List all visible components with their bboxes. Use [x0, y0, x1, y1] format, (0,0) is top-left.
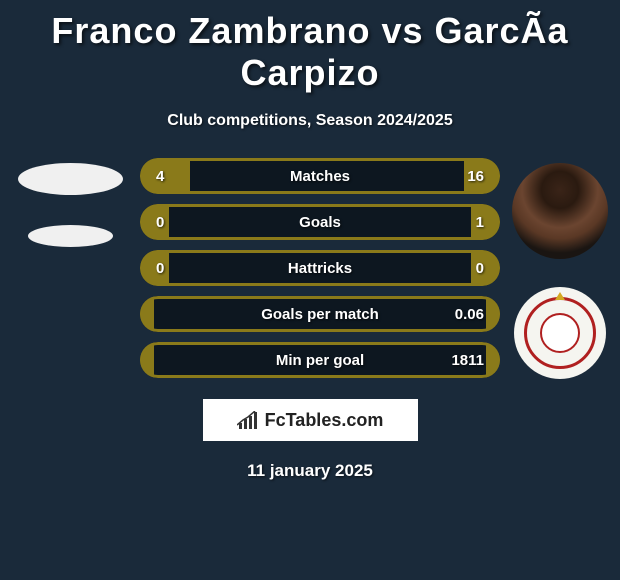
page-title: Franco Zambrano vs GarcÃ­a Carpizo: [10, 10, 610, 94]
brand-chart-icon: [237, 411, 259, 429]
team-badge-2: [514, 287, 606, 379]
comparison-card: Franco Zambrano vs GarcÃ­a Carpizo Club …: [0, 0, 620, 486]
stat-value-right: 16: [467, 168, 484, 185]
stats-list: 4 Matches 16 0 Goals 1 0 Hattricks 0 Goals per ma…: [140, 158, 500, 378]
stat-value-left: 0: [156, 260, 164, 277]
left-column: [10, 158, 130, 247]
date-text: 11 january 2025: [10, 461, 610, 481]
stat-fill-left: [140, 158, 190, 194]
stat-value-right: 1811: [451, 352, 484, 369]
badge-center-icon: [540, 313, 580, 353]
stat-value-right: 0.06: [455, 306, 484, 323]
stat-label: Min per goal: [276, 352, 364, 369]
stat-row: Goals per match 0.06: [140, 296, 500, 332]
stat-fill-left: [140, 342, 154, 378]
stat-row: 4 Matches 16: [140, 158, 500, 194]
stat-value-left: 0: [156, 214, 164, 231]
player-avatar-2: [512, 163, 608, 259]
stat-row: 0 Hattricks 0: [140, 250, 500, 286]
subtitle: Club competitions, Season 2024/2025: [10, 112, 610, 130]
stat-fill-left: [140, 250, 169, 286]
badge-ring-icon: [524, 297, 596, 369]
stat-label: Matches: [290, 168, 350, 185]
stat-label: Goals: [299, 214, 341, 231]
stat-row: 0 Goals 1: [140, 204, 500, 240]
stat-fill-left: [140, 296, 154, 332]
stat-value-right: 0: [476, 260, 484, 277]
stat-fill-right: [486, 342, 500, 378]
stat-fill-left: [140, 204, 169, 240]
stat-value-left: 4: [156, 168, 164, 185]
main-content: 4 Matches 16 0 Goals 1 0 Hattricks 0 Goals per ma…: [10, 158, 610, 379]
stat-value-right: 1: [476, 214, 484, 231]
right-column: [510, 158, 610, 379]
stat-label: Hattricks: [288, 260, 352, 277]
brand-text: FcTables.com: [265, 410, 384, 431]
stat-fill-right: [486, 296, 500, 332]
team-placeholder-1: [28, 225, 113, 247]
stat-label: Goals per match: [261, 306, 379, 323]
player-placeholder-1: [18, 163, 123, 195]
brand-box[interactable]: FcTables.com: [203, 399, 418, 441]
stat-row: Min per goal 1811: [140, 342, 500, 378]
